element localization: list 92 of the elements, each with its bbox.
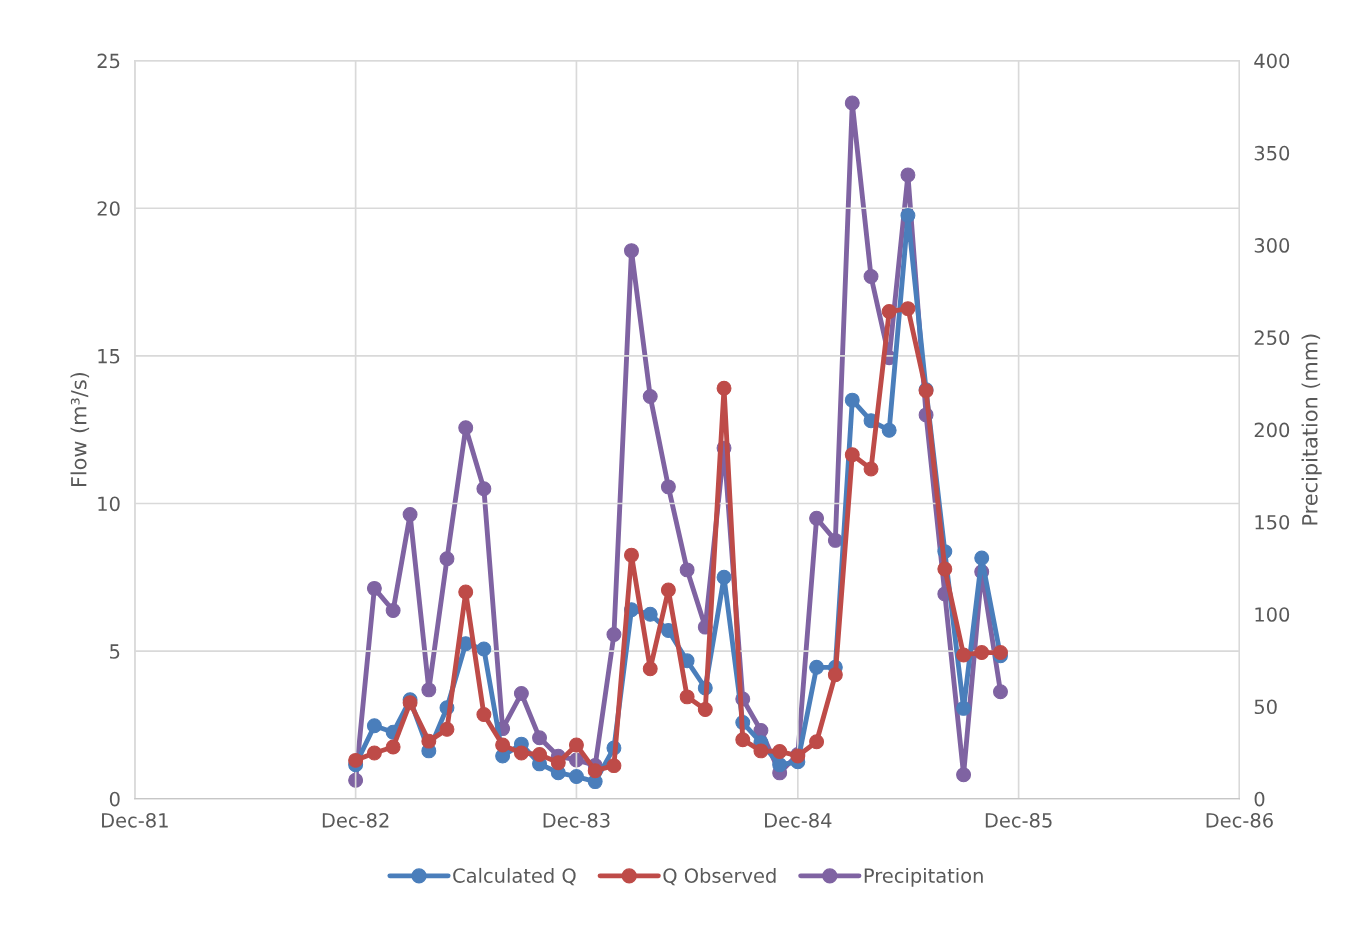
x-tick-label: Dec-86 [1206, 812, 1273, 828]
point [550, 755, 566, 771]
point [513, 686, 529, 701]
point [495, 737, 511, 753]
point [900, 208, 916, 224]
y-tick-label: 5 [110, 644, 120, 659]
point [568, 737, 584, 753]
point [606, 627, 622, 642]
y2-tick-label: 150 [1255, 514, 1290, 530]
point [844, 447, 860, 463]
point [366, 718, 382, 734]
point [844, 95, 860, 111]
y2-tick-label: 0 [1254, 791, 1265, 807]
point [937, 561, 953, 577]
point [348, 752, 364, 768]
y-tick-label: 20 [97, 201, 120, 216]
point [385, 739, 401, 755]
point [735, 732, 751, 748]
point [587, 763, 603, 779]
point [660, 479, 676, 495]
point [366, 580, 382, 596]
point [844, 392, 860, 408]
point [568, 769, 584, 785]
y2-tick-label: 400 [1254, 53, 1290, 69]
y2-axis-title: Precipitation (mm) [1301, 334, 1322, 525]
point [827, 667, 843, 683]
point [956, 647, 972, 663]
y2-tick-label: 100 [1255, 607, 1290, 622]
point [974, 550, 990, 566]
y2-tick-label: 50 [1254, 699, 1277, 715]
point [402, 507, 418, 522]
y2-tick-label: 200 [1254, 422, 1290, 438]
point [476, 641, 492, 657]
x-tick-label: Dec-83 [543, 812, 610, 828]
point [421, 733, 437, 749]
point [458, 584, 474, 600]
point [809, 510, 825, 526]
x-tick-label: Dec-84 [765, 812, 832, 828]
legend-label: Precipitation [864, 867, 983, 887]
x-tick-label: Dec-85 [985, 812, 1052, 828]
y2-tick-label: 250 [1254, 330, 1290, 346]
point [956, 767, 972, 783]
y2-tick-label: 350 [1254, 145, 1290, 161]
point [956, 700, 972, 716]
point [476, 707, 492, 723]
y-tick-label: 15 [98, 349, 120, 364]
point [881, 422, 897, 438]
point [513, 745, 529, 761]
point [624, 547, 639, 563]
point [624, 243, 639, 259]
point [716, 380, 732, 396]
point [772, 744, 788, 759]
point [881, 304, 897, 320]
point [863, 269, 879, 284]
point [679, 689, 695, 705]
point [697, 702, 713, 718]
x-tick-label: Dec-81 [102, 812, 168, 828]
y-axis-title: Flow (m³/s) [70, 372, 90, 487]
point [532, 746, 547, 762]
point [900, 167, 916, 183]
point [642, 661, 658, 677]
y-tick-label: 0 [109, 791, 120, 807]
point [458, 420, 474, 436]
point [827, 532, 843, 548]
point [679, 562, 695, 578]
point [993, 684, 1008, 700]
point [863, 461, 879, 477]
legend-label: Q Observed [663, 867, 776, 886]
point [809, 734, 825, 750]
point [439, 721, 455, 737]
point [900, 301, 916, 317]
point [809, 659, 825, 675]
point [660, 582, 676, 598]
y-tick-label: 10 [98, 496, 120, 512]
y2-tick-label: 300 [1254, 238, 1290, 253]
point [348, 772, 364, 788]
y-tick-label: 25 [97, 53, 120, 69]
point [385, 603, 401, 618]
point [753, 743, 769, 759]
point [974, 645, 990, 661]
point [476, 481, 492, 497]
point [716, 569, 732, 585]
legend-label: Calculated Q [453, 867, 576, 886]
point [366, 745, 382, 761]
point [606, 758, 622, 774]
point [772, 757, 788, 773]
point [532, 730, 547, 746]
point [421, 682, 437, 698]
point [642, 388, 658, 404]
x-tick-label: Dec-82 [322, 812, 389, 828]
point [642, 606, 658, 622]
point [439, 551, 455, 567]
